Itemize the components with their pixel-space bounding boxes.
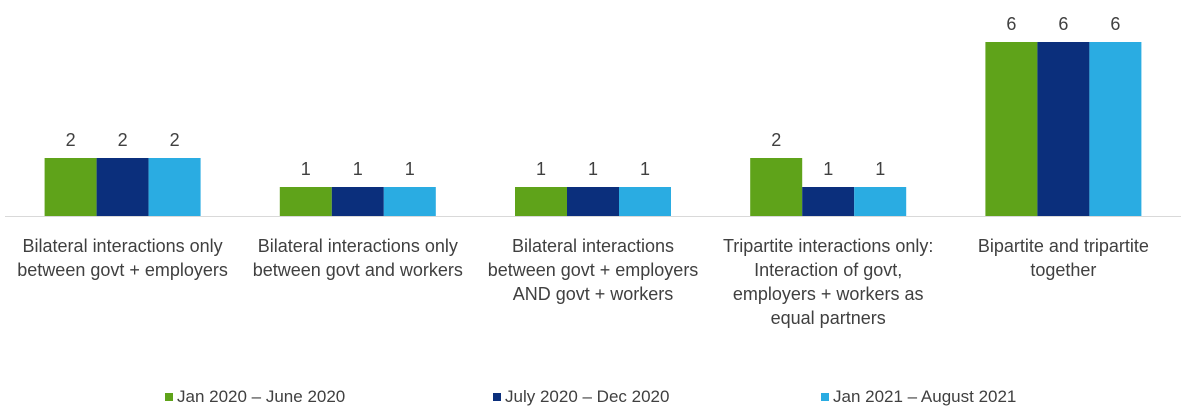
data-label: 6 xyxy=(1110,14,1120,34)
data-label: 1 xyxy=(301,159,311,179)
x-tick-label: Bipartite and tripartite together xyxy=(977,236,1149,280)
bar xyxy=(148,158,201,216)
bar xyxy=(802,187,855,216)
bar xyxy=(331,187,384,216)
data-label: 1 xyxy=(875,159,885,179)
data-label: 2 xyxy=(66,130,76,150)
x-tick-label: Bilateral interactions only between govt… xyxy=(17,236,228,280)
data-label: 2 xyxy=(771,130,781,150)
bar xyxy=(1089,42,1142,216)
bar xyxy=(854,187,907,216)
data-label: 1 xyxy=(405,159,415,179)
bar xyxy=(383,187,436,216)
data-label: 1 xyxy=(353,159,363,179)
data-label: 1 xyxy=(640,159,650,179)
plot-area: 2 2 2 1 1 1 1 1 1 2 1 1 6 6 6 xyxy=(5,14,1181,217)
data-label: 1 xyxy=(588,159,598,179)
legend-item: July 2020 – Dec 2020 xyxy=(493,387,669,407)
legend-swatch xyxy=(821,393,829,401)
data-label: 1 xyxy=(536,159,546,179)
legend-label: Jan 2020 – June 2020 xyxy=(177,387,346,406)
legend-item: Jan 2020 – June 2020 xyxy=(165,387,345,407)
x-tick-label: Bilateral interactions between govt + em… xyxy=(487,236,699,304)
bar xyxy=(515,187,567,216)
legend-label: July 2020 – Dec 2020 xyxy=(505,387,670,406)
data-label: 2 xyxy=(170,130,180,150)
bar xyxy=(96,158,149,216)
bar xyxy=(1037,42,1090,216)
bar xyxy=(985,42,1038,216)
bar xyxy=(567,187,619,216)
legend-swatch xyxy=(493,393,501,401)
legend-swatch xyxy=(165,393,173,401)
bar xyxy=(44,158,97,216)
bar xyxy=(750,158,803,216)
bar xyxy=(279,187,332,216)
data-label: 6 xyxy=(1058,14,1068,34)
legend-item: Jan 2021 – August 2021 xyxy=(821,387,1016,407)
data-label: 6 xyxy=(1006,14,1016,34)
bar xyxy=(619,187,671,216)
legend-label: Jan 2021 – August 2021 xyxy=(833,387,1017,406)
data-label: 2 xyxy=(118,130,128,150)
x-tick-label: Tripartite interactions only: Interactio… xyxy=(722,236,934,328)
x-tick-label: Bilateral interactions only between govt… xyxy=(252,236,463,280)
data-label: 1 xyxy=(823,159,833,179)
